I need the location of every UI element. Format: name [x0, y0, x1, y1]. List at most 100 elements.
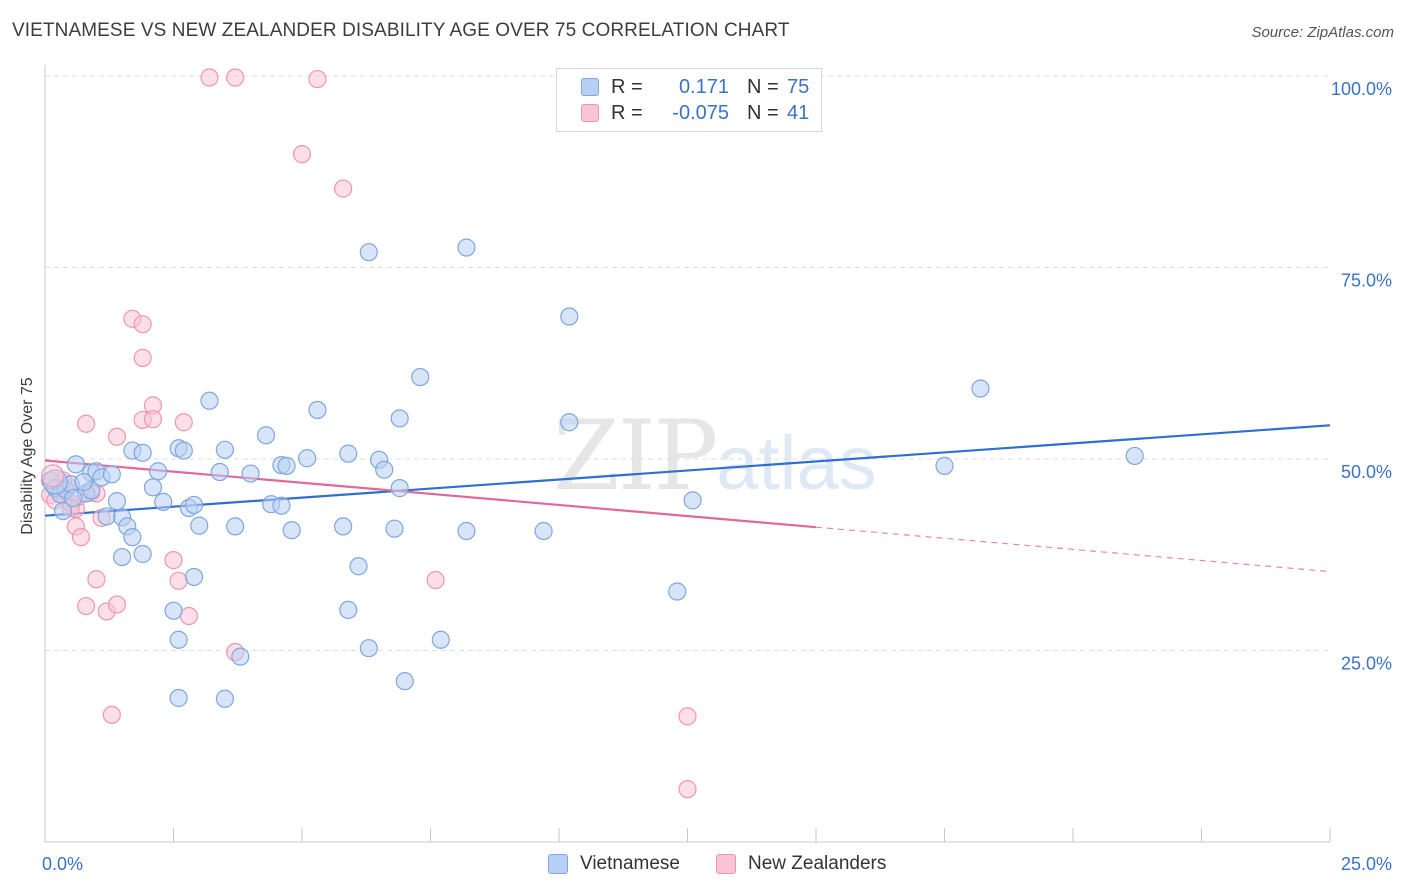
legend-n-value: 41 [787, 101, 810, 124]
point-new-zealanders [107, 595, 127, 614]
point-vietnamese [668, 582, 687, 601]
point-vietnamese [385, 519, 404, 538]
legend-row-new-zealanders: R = -0.075 N = 41 [581, 101, 817, 125]
point-vietnamese [298, 449, 317, 468]
point-new-zealanders [174, 413, 193, 432]
point-new-zealanders [143, 410, 163, 429]
point-vietnamese [53, 501, 73, 521]
point-vietnamese [339, 444, 358, 463]
x-tick-label: 25.0% [1341, 854, 1392, 874]
point-vietnamese [210, 462, 229, 482]
point-new-zealanders [102, 705, 121, 724]
bottom-legend-label-vietnamese: Vietnamese [580, 853, 680, 874]
point-vietnamese [133, 544, 152, 564]
point-vietnamese [241, 464, 260, 483]
point-vietnamese [102, 465, 121, 484]
point-vietnamese [390, 409, 409, 428]
point-new-zealanders [164, 551, 183, 570]
point-vietnamese [143, 478, 163, 497]
point-new-zealanders [87, 570, 106, 589]
source-label: Source: ZipAtlas.com [1251, 24, 1394, 41]
bottom-swatch-vietnamese [548, 854, 568, 874]
bottom-swatch-new-zealanders [716, 854, 736, 874]
point-vietnamese [184, 567, 204, 587]
point-vietnamese [107, 492, 127, 511]
tick-labels: 0.0% 25.0% 25.0% 50.0% 75.0% 100.0% [42, 79, 1392, 874]
point-vietnamese [683, 491, 702, 510]
point-vietnamese [256, 426, 276, 445]
bottom-legend-new-zealanders: New Zealanders [716, 852, 886, 876]
point-vietnamese [1125, 446, 1144, 466]
y-tick-label: 50.0% [1341, 462, 1392, 482]
legend-r-value: 0.171 [678, 75, 729, 98]
point-vietnamese [215, 440, 234, 459]
point-vietnamese [349, 557, 368, 576]
point-vietnamese [339, 600, 358, 620]
point-new-zealanders [292, 145, 312, 164]
legend-r-label: R = [611, 75, 643, 98]
point-new-zealanders [107, 427, 127, 446]
point-vietnamese [411, 367, 430, 387]
point-new-zealanders [77, 596, 96, 616]
bottom-legend-label-new-zealanders: New Zealanders [748, 853, 887, 874]
correlation-legend: R = 0.171 N = 75 R = -0.075 N = 41 [556, 68, 822, 132]
point-new-zealanders [226, 68, 245, 87]
point-vietnamese [133, 443, 152, 462]
trend-line-new-zealanders [44, 459, 817, 529]
point-new-zealanders [169, 571, 188, 590]
legend-swatch-new-zealanders [581, 104, 599, 122]
point-vietnamese [334, 517, 353, 536]
legend-n-value: 75 [787, 75, 810, 98]
point-vietnamese [123, 528, 142, 547]
point-new-zealanders [179, 606, 199, 626]
y-tick-label: 25.0% [1341, 654, 1392, 674]
point-vietnamese [390, 479, 409, 498]
point-vietnamese [971, 379, 990, 398]
point-vietnamese [184, 495, 204, 515]
point-vietnamese [190, 516, 209, 535]
point-new-zealanders [678, 707, 697, 726]
point-vietnamese [169, 688, 188, 708]
point-vietnamese [457, 238, 476, 257]
point-vietnamese [169, 630, 188, 649]
bottom-legend-vietnamese: Vietnamese [548, 852, 680, 876]
point-vietnamese [200, 391, 219, 410]
y-tick-label: 75.0% [1341, 271, 1392, 291]
legend-n-label: N = [747, 101, 779, 124]
legend-row-vietnamese: R = 0.171 N = 75 [581, 75, 817, 99]
point-vietnamese [308, 400, 327, 420]
point-vietnamese [112, 547, 132, 567]
point-vietnamese [277, 456, 296, 475]
point-vietnamese [560, 413, 579, 432]
point-vietnamese [395, 672, 414, 691]
point-vietnamese [154, 492, 173, 511]
point-vietnamese [431, 630, 450, 649]
trend-line-new-zealanders-extrapolated [815, 526, 1331, 573]
point-new-zealanders [133, 348, 152, 367]
point-vietnamese [215, 689, 234, 708]
point-vietnamese [272, 496, 291, 515]
legend-swatch-vietnamese [581, 78, 599, 96]
point-vietnamese [174, 441, 193, 460]
point-new-zealanders [334, 179, 353, 198]
point-vietnamese [226, 517, 245, 536]
point-vietnamese [282, 521, 301, 540]
point-new-zealanders [41, 464, 65, 488]
data-points [41, 68, 1144, 799]
grid-lines [45, 75, 1330, 651]
axes [44, 65, 1331, 843]
point-vietnamese [66, 455, 85, 474]
y-tick-label: 100.0% [1331, 79, 1392, 99]
point-new-zealanders [678, 780, 697, 799]
point-vietnamese [359, 243, 378, 262]
point-vietnamese [164, 601, 183, 620]
legend-n-label: N = [747, 75, 779, 98]
point-vietnamese [64, 488, 83, 508]
point-vietnamese [359, 639, 378, 658]
point-vietnamese [148, 462, 168, 481]
point-vietnamese [457, 521, 476, 541]
point-vietnamese [560, 307, 579, 326]
trend-lines [44, 424, 1331, 573]
legend-r-label: R = [611, 101, 643, 124]
